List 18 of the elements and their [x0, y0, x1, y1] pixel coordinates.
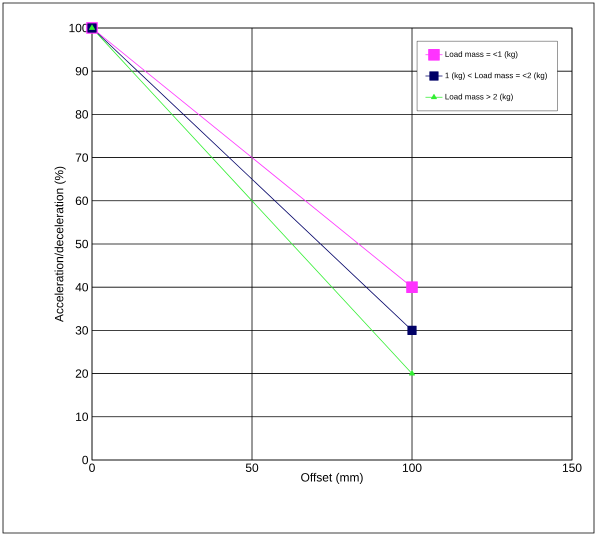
x-tick-label: 100	[402, 464, 422, 472]
x-tick-label: 50	[246, 464, 258, 472]
y-tick-label: 0	[82, 456, 88, 464]
y-tick-label: 30	[76, 326, 88, 335]
x-tick-label: 0	[89, 464, 95, 472]
y-tick-label: 10	[76, 412, 88, 422]
x-tick-label: 150	[562, 464, 582, 472]
y-axis-title: Acceleration/deceleration (%)	[54, 166, 66, 322]
y-tick-label: 90	[76, 66, 88, 76]
y-tick-label: 70	[76, 153, 88, 162]
y-tick-label: 80	[76, 110, 88, 119]
y-tick-label: 40	[75, 282, 88, 292]
y-tick-label: 50	[76, 240, 88, 248]
point	[406, 281, 418, 293]
point	[407, 326, 417, 335]
x-axis-title: Offset (mm)	[301, 472, 363, 484]
y-tick-label: 60	[76, 196, 88, 206]
y-tick-label: 20	[76, 369, 88, 378]
